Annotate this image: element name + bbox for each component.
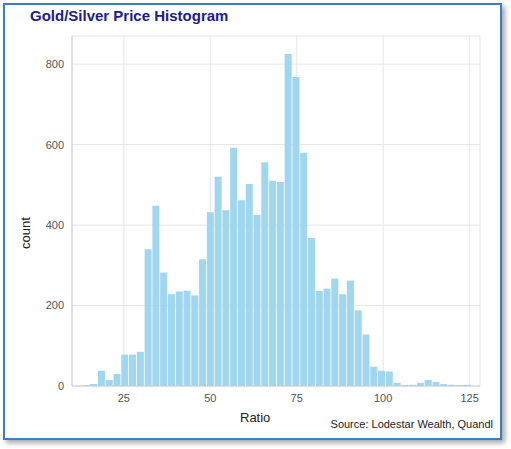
- svg-text:50: 50: [204, 392, 216, 404]
- svg-text:25: 25: [118, 392, 130, 404]
- svg-text:600: 600: [46, 139, 64, 151]
- html-text:count: count: [18, 217, 33, 249]
- svg-text:0: 0: [58, 380, 64, 392]
- svg-text:75: 75: [291, 392, 303, 404]
- svg-text:400: 400: [46, 219, 64, 231]
- svg-text:125: 125: [460, 392, 478, 404]
- html-text:Gold/Silver Price Histogram: Gold/Silver Price Histogram: [30, 7, 229, 24]
- html-text:Ratio: Ratio: [240, 410, 271, 425]
- svg-text:100: 100: [374, 392, 392, 404]
- svg-text:800: 800: [46, 58, 64, 70]
- html-text:Source: Lodestar Wealth, Quand: Source: Lodestar Wealth, Quandl: [330, 418, 493, 430]
- svg-text:200: 200: [46, 299, 64, 311]
